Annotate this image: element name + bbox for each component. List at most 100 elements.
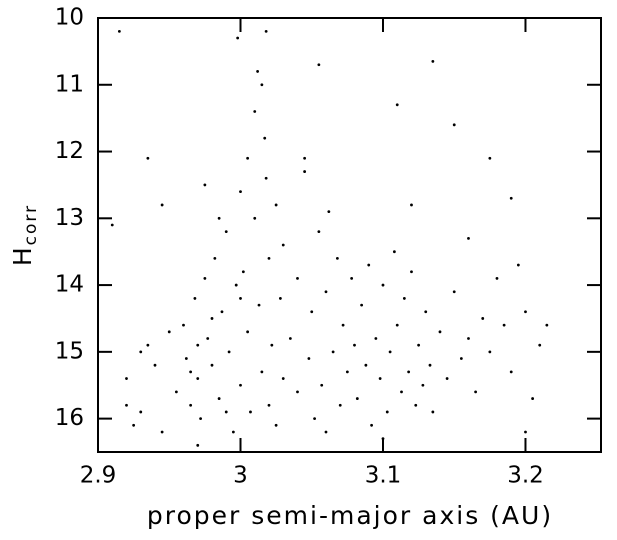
point [146, 343, 150, 347]
point [234, 283, 238, 287]
point [310, 310, 314, 314]
point [278, 297, 282, 300]
point [395, 103, 399, 107]
y-tick-label: 14 [55, 272, 84, 298]
point [227, 350, 231, 354]
point [381, 283, 385, 287]
point [353, 343, 356, 347]
point [392, 250, 396, 254]
point [400, 390, 403, 394]
point [317, 63, 321, 67]
point [260, 83, 264, 87]
point [421, 383, 425, 387]
point [196, 377, 200, 380]
point [307, 357, 311, 360]
point [431, 60, 435, 63]
point [274, 423, 278, 427]
point [210, 363, 214, 367]
point [402, 297, 406, 300]
point [189, 403, 193, 407]
point [431, 410, 435, 414]
y-tick-label: 13 [55, 205, 84, 231]
point [367, 263, 371, 267]
point [239, 383, 242, 387]
y-tick-label: 11 [55, 71, 84, 97]
point [410, 270, 413, 274]
x-tick-label: 3.2 [507, 463, 544, 489]
point [481, 317, 485, 320]
point [445, 377, 449, 380]
y-axis-label-main: H [8, 245, 37, 266]
point [438, 330, 442, 334]
point [263, 136, 267, 140]
point [335, 256, 339, 260]
point [224, 410, 228, 414]
point [417, 343, 421, 347]
point [338, 403, 342, 407]
point [317, 230, 321, 234]
point [327, 210, 331, 214]
point [146, 156, 150, 160]
point [345, 370, 349, 374]
point [117, 29, 121, 33]
point [153, 363, 157, 367]
point [246, 330, 250, 334]
point [189, 370, 193, 374]
y-axis-label-sub: corr [21, 204, 41, 245]
x-tick-label: 3.1 [365, 463, 402, 489]
y-tick-label: 16 [55, 405, 84, 431]
point [184, 357, 188, 360]
y-tick-label: 12 [55, 138, 84, 164]
point [459, 357, 463, 360]
point [199, 417, 202, 421]
point [206, 337, 210, 340]
point [410, 203, 413, 207]
point [253, 216, 257, 220]
point [385, 410, 389, 414]
point [196, 443, 200, 447]
point [452, 123, 456, 127]
point [217, 216, 221, 220]
point [538, 343, 542, 347]
point [378, 377, 382, 380]
point [502, 323, 506, 327]
point [374, 337, 378, 340]
point [125, 377, 128, 380]
point [256, 70, 259, 73]
point [267, 256, 271, 260]
point [288, 337, 292, 340]
point [246, 156, 250, 160]
point [281, 243, 285, 247]
point [110, 223, 114, 227]
point [253, 110, 257, 113]
point [414, 403, 418, 407]
point [531, 397, 535, 400]
point [524, 310, 527, 314]
point [324, 290, 328, 294]
point [160, 203, 164, 207]
point [303, 170, 307, 173]
point [545, 323, 549, 327]
point [452, 290, 456, 294]
point [239, 190, 242, 194]
point [210, 317, 214, 320]
point [474, 390, 478, 394]
y-tick-label: 15 [55, 338, 84, 364]
point [217, 397, 221, 400]
point [303, 156, 307, 160]
point [424, 310, 428, 314]
point [281, 377, 285, 380]
point [160, 430, 164, 434]
point [182, 323, 185, 327]
point [203, 183, 207, 187]
y-axis-label: Hcorr [8, 204, 41, 266]
point [524, 430, 527, 434]
point [125, 403, 128, 407]
point [270, 343, 274, 347]
point [488, 350, 492, 354]
point [220, 310, 224, 314]
point [381, 437, 385, 441]
point [213, 256, 217, 260]
